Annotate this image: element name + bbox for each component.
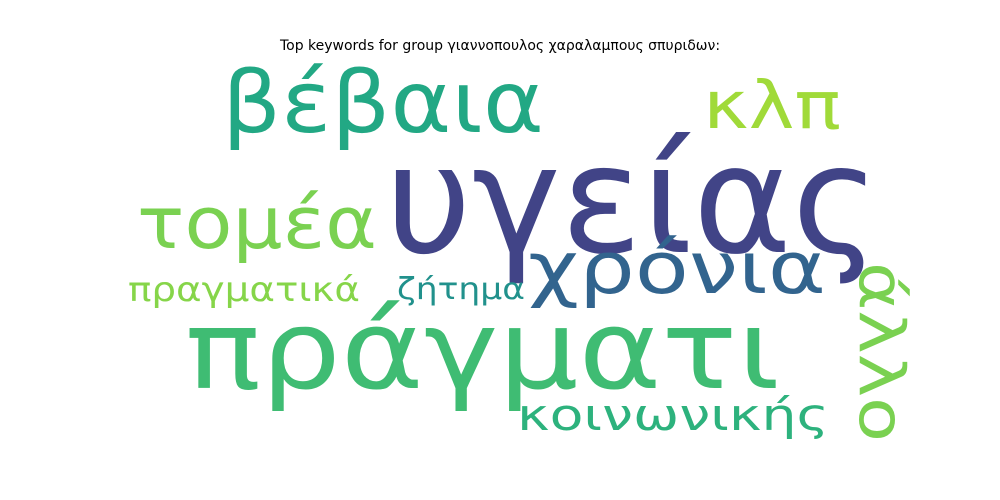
word-2: πράγματι — [185, 286, 780, 414]
word-5: τομέα — [137, 181, 377, 265]
word-7: άλλο — [845, 262, 918, 442]
chart-title: Top keywords for group γιαννοπουλος χαρα… — [279, 38, 721, 54]
word-1: υγείας — [385, 114, 880, 288]
word-10: πραγματικά — [128, 270, 360, 310]
word-8: κοινωνικής — [517, 390, 829, 441]
word-9: ζήτημα — [397, 272, 525, 307]
word-6: κλπ — [703, 67, 841, 144]
word-3: βέβαια — [222, 53, 544, 153]
word-4: χρόνια — [528, 226, 826, 310]
